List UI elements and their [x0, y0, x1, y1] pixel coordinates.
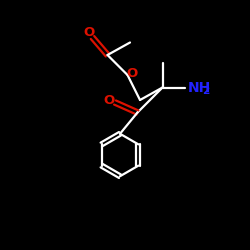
Text: O: O	[126, 67, 138, 80]
Text: 2: 2	[202, 86, 209, 96]
Text: O: O	[104, 94, 115, 106]
Text: NH: NH	[188, 80, 211, 94]
Text: O: O	[83, 26, 94, 39]
